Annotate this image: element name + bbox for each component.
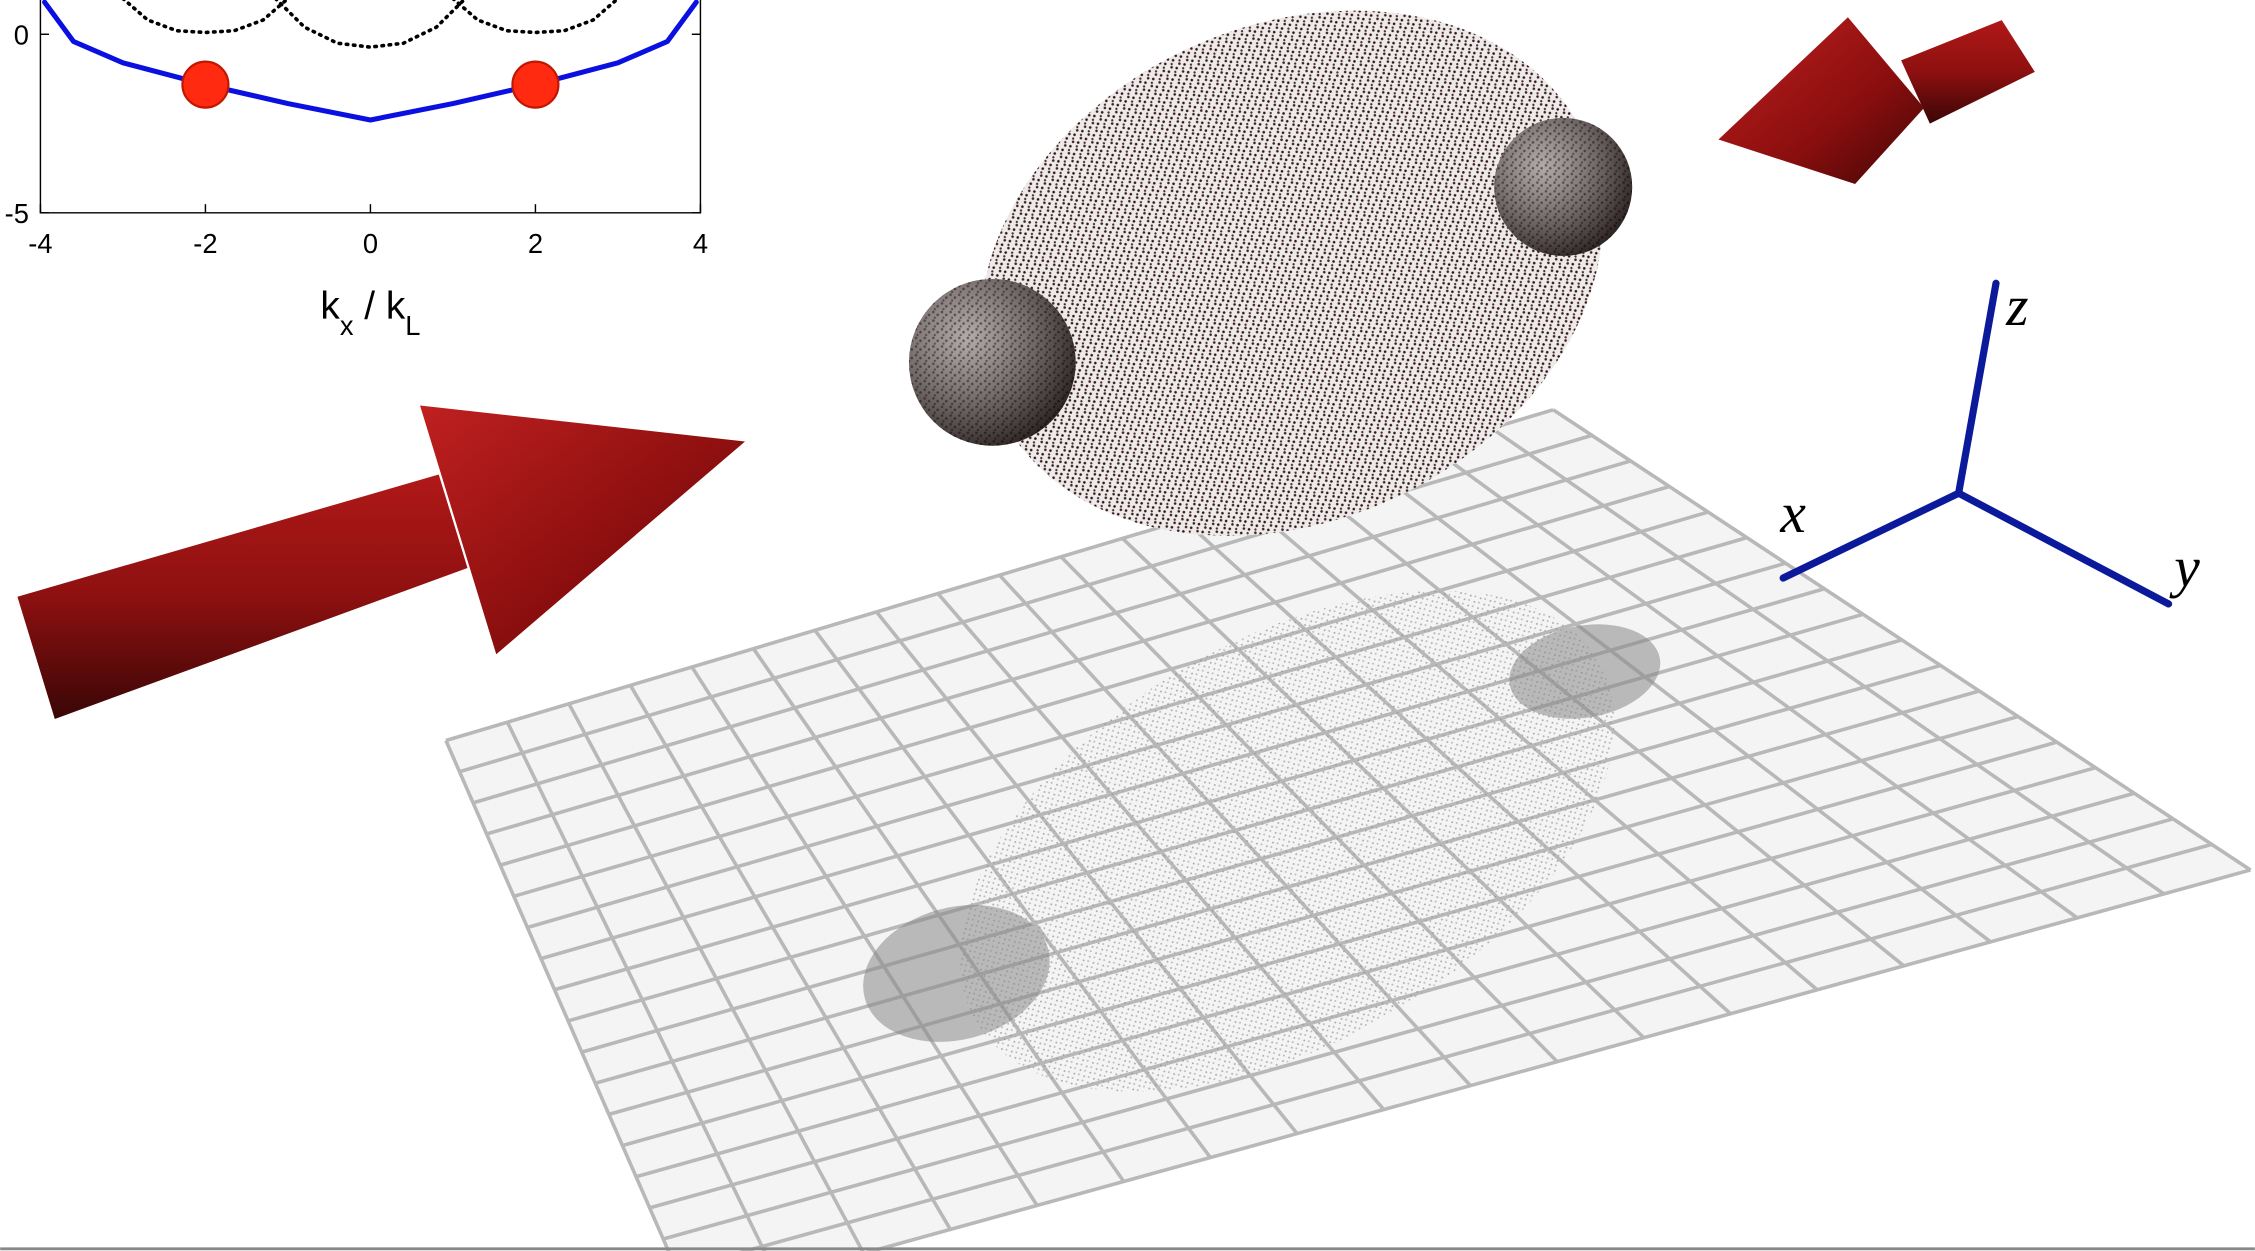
x-axis-label-part: x bbox=[340, 310, 354, 341]
y-tick-label: 0 bbox=[14, 19, 29, 50]
x-axis-label-part: L bbox=[405, 310, 420, 341]
z-axis bbox=[1959, 283, 1996, 493]
sphere-shade bbox=[909, 279, 1076, 446]
x-axis-label-part: / k bbox=[353, 285, 405, 328]
x-tick-label: 2 bbox=[528, 228, 543, 259]
figure: z x y -4-2024-50kx / kL bbox=[0, 0, 2255, 1251]
plot-background bbox=[0, 0, 703, 213]
x-tick-label: -4 bbox=[28, 228, 52, 259]
y-axis bbox=[1959, 493, 2169, 604]
axes-triad bbox=[1783, 283, 2168, 604]
x-tick-label: 4 bbox=[693, 228, 708, 259]
marker bbox=[182, 62, 228, 108]
x-tick-label: -2 bbox=[193, 228, 217, 259]
arrow-shaft bbox=[17, 475, 467, 719]
x-axis-label-part: k bbox=[320, 285, 340, 328]
marker bbox=[512, 62, 558, 108]
x-axis-label: kx / kL bbox=[320, 285, 420, 341]
axis-label: x bbox=[1779, 482, 1806, 545]
y-tick-label: -5 bbox=[5, 198, 29, 229]
x-axis bbox=[1783, 493, 1958, 578]
x-tick-label: 0 bbox=[363, 228, 378, 259]
axis-label: y bbox=[2169, 537, 2200, 600]
arrow-head bbox=[420, 405, 745, 654]
sphere-shade bbox=[1494, 118, 1632, 256]
axis-label: z bbox=[2005, 275, 2028, 338]
arrow-head bbox=[1718, 17, 1924, 184]
